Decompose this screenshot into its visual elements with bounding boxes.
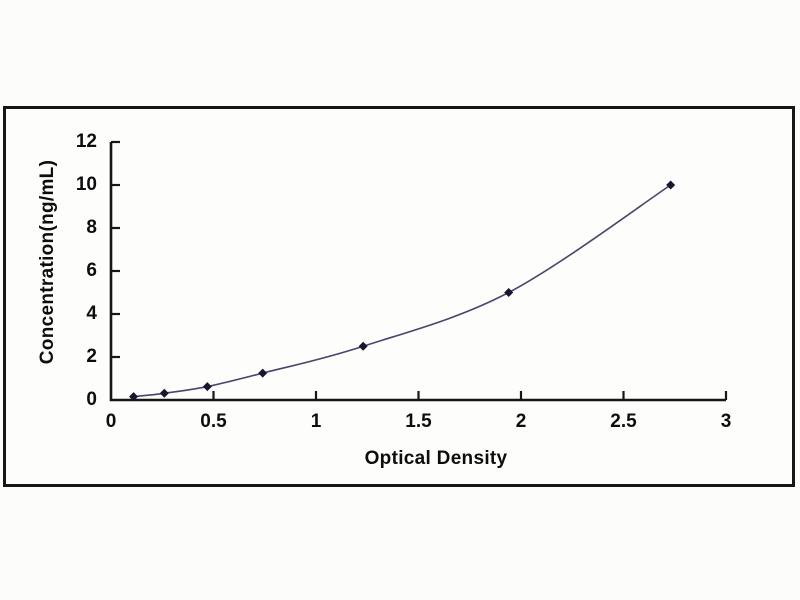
axes-line <box>109 142 726 402</box>
y-tick-label: 4 <box>86 303 97 324</box>
x-tick-label: 2 <box>515 411 527 432</box>
x-tick-label: 3 <box>720 411 732 432</box>
y-tick-label: 2 <box>86 346 97 367</box>
chart-frame <box>3 106 795 487</box>
data-point-marker <box>666 180 676 190</box>
x-tick-label: 0.5 <box>200 411 227 432</box>
y-tick-label: 0 <box>86 389 97 410</box>
y-tick-label: 6 <box>86 260 97 281</box>
y-tick-label: 12 <box>75 131 97 152</box>
standard-curve-line <box>133 184 672 398</box>
data-point-marker <box>202 382 212 392</box>
data-point-marker <box>258 368 268 378</box>
data-point-marker <box>129 392 139 402</box>
y-tick-label: 10 <box>75 174 97 195</box>
data-point-marker <box>159 388 169 398</box>
y-axis-title: Concentration(ng/mL) <box>37 159 58 365</box>
y-tick-label: 8 <box>86 217 97 238</box>
x-axis-title: Optical Density <box>364 448 508 469</box>
x-tick-label: 1.5 <box>405 411 432 432</box>
data-point-marker <box>358 341 368 351</box>
x-tick-label: 0 <box>105 411 117 432</box>
x-tick-label: 1 <box>310 411 322 432</box>
x-tick-label: 2.5 <box>610 411 637 432</box>
data-point-marker <box>504 288 514 297</box>
